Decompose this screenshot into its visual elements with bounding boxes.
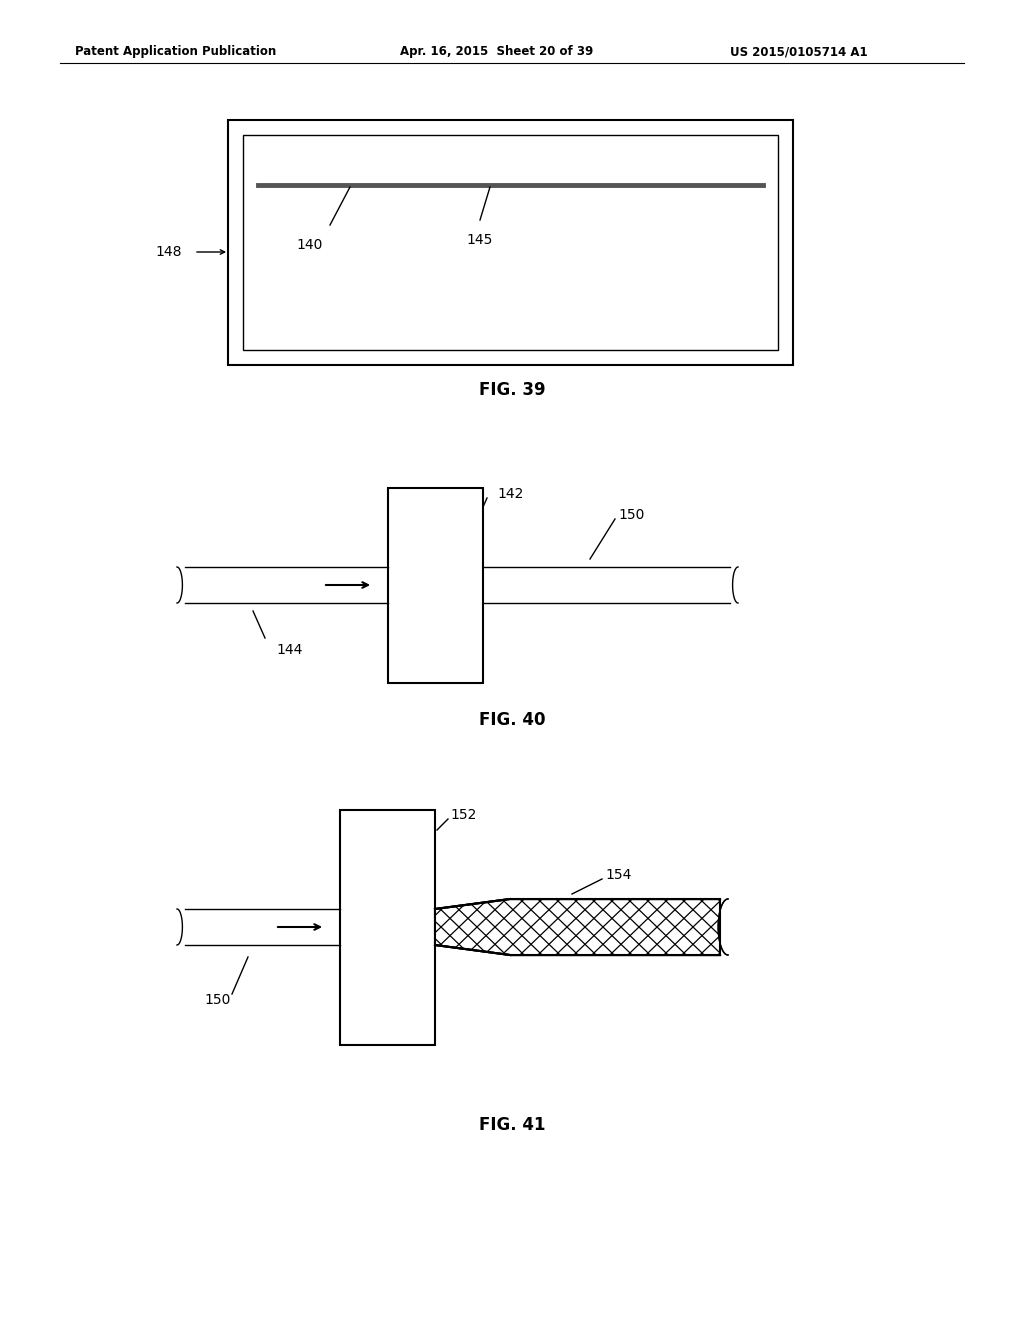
Text: 152: 152 (450, 808, 476, 822)
Bar (243, 135, 778, 350)
Text: 154: 154 (605, 869, 632, 882)
Bar (340, 810, 435, 1045)
Text: FIG. 39: FIG. 39 (478, 381, 546, 399)
Text: 148: 148 (156, 246, 182, 259)
Text: 150: 150 (618, 508, 644, 521)
Text: US 2015/0105714 A1: US 2015/0105714 A1 (730, 45, 867, 58)
Text: 150: 150 (205, 993, 231, 1007)
Text: Apr. 16, 2015  Sheet 20 of 39: Apr. 16, 2015 Sheet 20 of 39 (400, 45, 593, 58)
Bar (228, 120, 793, 366)
Text: 140: 140 (297, 238, 324, 252)
Text: 145: 145 (467, 234, 494, 247)
Polygon shape (435, 899, 720, 954)
Text: Patent Application Publication: Patent Application Publication (75, 45, 276, 58)
Polygon shape (435, 899, 720, 954)
Text: 144: 144 (276, 643, 303, 657)
Bar (388, 488, 483, 682)
Text: FIG. 40: FIG. 40 (479, 711, 545, 729)
Text: FIG. 41: FIG. 41 (479, 1115, 545, 1134)
Text: 142: 142 (497, 487, 523, 502)
